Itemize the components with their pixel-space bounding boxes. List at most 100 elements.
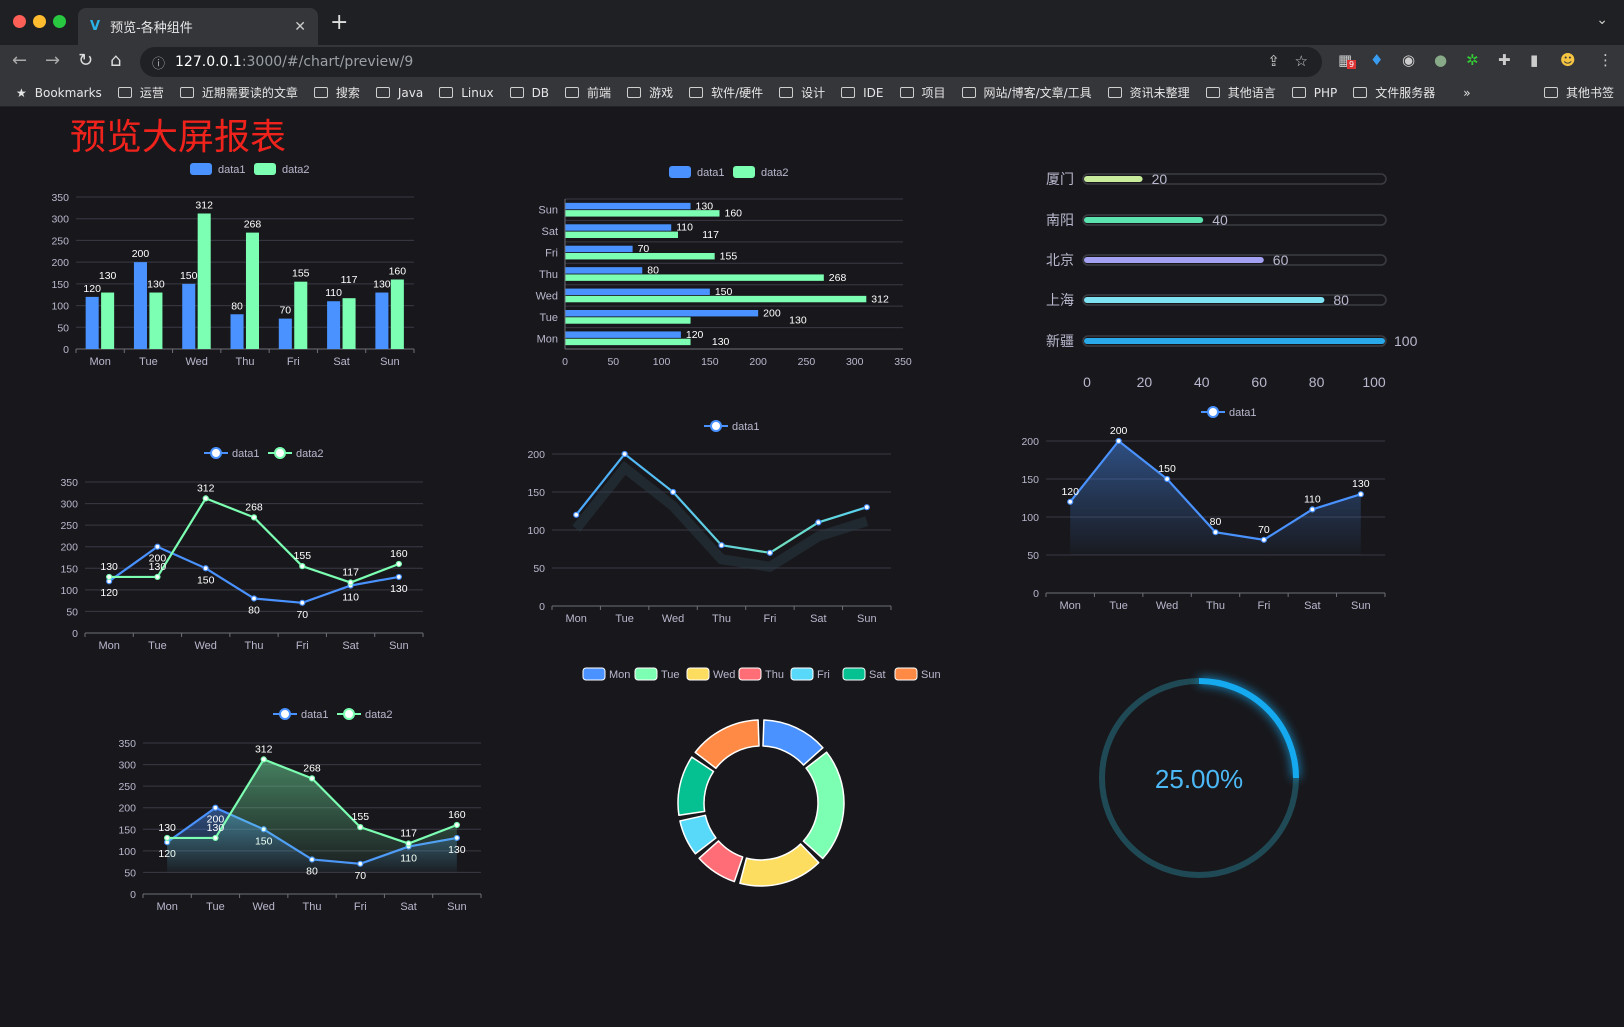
profile-avatar[interactable]: ☻ <box>1560 51 1576 69</box>
extension-dot-icon[interactable]: ● <box>1434 51 1448 69</box>
bookmark-folder[interactable]: PHP <box>1291 86 1337 100</box>
bookmark-folder[interactable]: 资讯未整理 <box>1107 84 1190 101</box>
bar-value-label: 80 <box>647 265 659 277</box>
tab-search-chevron-icon[interactable]: ⌄ <box>1596 12 1608 28</box>
x-tick-label: Sun <box>447 901 467 913</box>
bookmarks-label[interactable]: ★ Bookmarks <box>16 86 102 100</box>
point-value-label: 120 <box>1061 486 1079 498</box>
legend-label: data1 <box>218 164 246 176</box>
site-info-icon[interactable]: ⓘ <box>152 56 166 72</box>
bookmark-folder[interactable]: 软件/硬件 <box>689 84 763 101</box>
progress-value: 100 <box>1394 333 1418 349</box>
bookmark-folder[interactable]: 前端 <box>565 84 611 101</box>
legend-item-data1[interactable]: data1 <box>1201 406 1257 419</box>
gauge-progress-arc <box>1198 678 1299 779</box>
folder-icon <box>117 87 132 98</box>
legend-item-Mon[interactable]: Mon <box>582 667 630 681</box>
folder-icon <box>1291 87 1306 98</box>
point-value-label: 130 <box>149 561 167 573</box>
legend-swatch <box>842 667 866 681</box>
legend-item-Fri[interactable]: Fri <box>790 667 830 681</box>
address-bar[interactable]: ⓘ 127.0.0.1:3000/#/chart/preview/9 ⇪ ☆ <box>140 47 1322 77</box>
legend-item-Sat[interactable]: Sat <box>842 667 886 681</box>
home-icon[interactable]: ⌂ <box>110 50 122 71</box>
point-value-label: 200 <box>207 814 225 826</box>
x-tick-label: Tue <box>139 356 158 368</box>
legend-item-data2[interactable]: data2 <box>268 447 324 460</box>
legend-item-Thu[interactable]: Thu <box>738 667 784 681</box>
star-icon: ★ <box>16 85 27 100</box>
y-tick-label: 50 <box>533 563 545 575</box>
bookmark-folder[interactable]: 文件服务器 <box>1353 84 1435 101</box>
legend-label: Sat <box>869 669 886 681</box>
bookmark-folder[interactable]: DB <box>509 86 549 100</box>
legend-label: data2 <box>282 164 310 176</box>
legend-swatch <box>190 163 212 175</box>
legend-item-data2[interactable]: data2 <box>337 708 393 721</box>
more-bookmarks-button[interactable]: » <box>1463 85 1471 100</box>
legend-item-data1[interactable]: data1 <box>669 166 725 179</box>
close-tab-icon[interactable]: ✕ <box>294 18 306 35</box>
close-window-button[interactable] <box>13 15 26 28</box>
point-data1-Wed <box>202 565 209 572</box>
reload-icon[interactable]: ↻ <box>78 50 94 71</box>
point-data2-Sat <box>405 840 412 847</box>
legend-item-Sun[interactable]: Sun <box>894 667 941 681</box>
minimize-window-button[interactable] <box>33 15 46 28</box>
extensions-puzzle-icon[interactable]: ✚ <box>1498 51 1511 69</box>
legend-label: data1 <box>697 167 725 179</box>
bookmark-folder[interactable]: Java <box>375 86 423 100</box>
share-icon[interactable]: ⇪ <box>1267 52 1280 70</box>
bookmark-folder[interactable]: 网站/博客/文章/工具 <box>961 84 1092 101</box>
y-tick-label: 150 <box>60 563 78 575</box>
menu-kebab-icon[interactable]: ⋮ <box>1598 51 1613 69</box>
extension-icon[interactable]: ▦ 9 <box>1338 51 1357 69</box>
page-title: 预览大屏报表 <box>70 117 287 158</box>
bookmark-folder[interactable]: 游戏 <box>627 84 673 101</box>
forward-arrow-icon[interactable]: → <box>45 50 61 71</box>
legend-item-Wed[interactable]: Wed <box>686 667 735 681</box>
bar-value-label: 80 <box>231 300 243 312</box>
bookmark-folder[interactable]: Linux <box>439 86 494 100</box>
back-arrow-icon[interactable]: ← <box>12 50 28 71</box>
x-tick-label: Thu <box>1206 600 1225 612</box>
legend-item-data2[interactable]: data2 <box>254 163 310 176</box>
bookmark-folder[interactable]: 项目 <box>899 84 946 101</box>
side-panel-icon[interactable]: ▮ <box>1530 51 1539 69</box>
bookmark-folder[interactable]: 搜索 <box>313 84 360 101</box>
x-tick-label: Wed <box>186 356 208 368</box>
bar-value-label: 120 <box>686 329 704 341</box>
bookmark-folder[interactable]: 其他语言 <box>1205 84 1276 101</box>
extension-star-icon[interactable]: ✲ <box>1466 51 1479 69</box>
maximize-window-button[interactable] <box>53 15 66 28</box>
legend-item-data1[interactable]: data1 <box>190 163 246 176</box>
new-tab-button[interactable]: + <box>330 10 349 35</box>
bar-data1-Wed <box>565 288 710 295</box>
extension-circle-icon[interactable]: ◉ <box>1402 51 1416 69</box>
url-path: :3000/#/chart/preview/9 <box>241 54 414 70</box>
legend-item-data1[interactable]: data1 <box>204 447 260 460</box>
extension-gem-icon[interactable]: ♦ <box>1370 51 1384 69</box>
legend-item-Tue[interactable]: Tue <box>634 667 680 681</box>
bookmark-label: 软件/硬件 <box>711 86 764 100</box>
point-value-label: 312 <box>197 482 215 494</box>
legend-item-data2[interactable]: data2 <box>733 166 789 179</box>
browser-tab[interactable]: V 预览-各种组件 ✕ <box>78 8 318 45</box>
legend-item-data1[interactable]: data1 <box>704 420 760 433</box>
bar-value-label: 160 <box>389 266 407 278</box>
other-bookmarks-folder[interactable]: 其他书签 <box>1543 84 1614 101</box>
bookmark-folder[interactable]: IDE <box>841 86 884 100</box>
bookmark-folder[interactable]: 运营 <box>117 84 164 101</box>
bar-value-label: 155 <box>720 250 738 262</box>
bookmark-star-icon[interactable]: ☆ <box>1294 52 1308 70</box>
y-tick-label: 100 <box>51 301 69 313</box>
point-data1-Sat <box>815 519 822 526</box>
bookmark-folder[interactable]: 设计 <box>779 84 825 101</box>
bookmark-folder[interactable]: 近期需要读的文章 <box>179 84 298 101</box>
x-tick-label: 50 <box>607 356 619 368</box>
bar-data2-Thu <box>245 232 260 349</box>
legend-item-data1[interactable]: data1 <box>273 708 329 721</box>
bar-value-label: 312 <box>871 293 889 305</box>
progress-fill <box>1084 217 1204 223</box>
